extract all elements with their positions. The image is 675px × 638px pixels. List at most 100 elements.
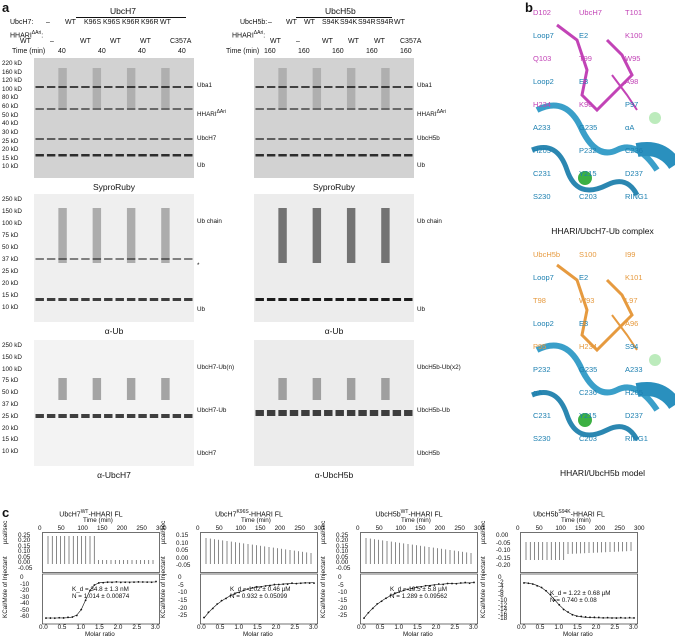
residue-label: Q103 [533,54,551,63]
itc-data-point [291,582,293,584]
itc-data-point [620,617,622,619]
itc-data-point [523,582,525,584]
gel-caption: α-UbcH7 [34,470,194,480]
gel-smear [381,208,389,263]
lane-label: S94K [340,19,357,27]
gel-band [161,154,169,157]
gel-band [104,298,112,301]
itc-data-point [98,582,100,584]
gel-band [313,298,321,301]
itc-xtick: 3.0 [309,624,318,631]
itc-frame [521,533,638,573]
itc-xtick: 0.0 [357,624,366,631]
gel-band [370,154,378,157]
gel-band [173,108,181,110]
residue-label: RING1 [625,192,648,201]
gel-band [313,410,321,416]
time-value: 160 [366,48,378,56]
residue-label: P232 [533,365,551,374]
residue-label: T101 [625,8,642,17]
itc-top-tick: 150 [415,525,426,532]
itc-data-point [585,616,587,618]
itc-data-point [558,604,560,606]
itc-xtick: 0.5 [58,624,67,631]
itc-top-tick: 100 [235,525,246,532]
gel-band [404,298,412,301]
lane-label: K96S [103,19,120,27]
gel-band [36,414,44,418]
gel-band [138,108,146,110]
gel-band [347,138,355,140]
gel-band [150,154,158,157]
mw-marker: 10 kD [2,304,18,311]
gel-band [58,154,66,157]
gel-band [138,414,146,418]
itc-data-point [155,581,157,583]
residue-label: P95 [533,342,546,351]
itc-data-point [381,600,383,602]
residue-label: UbcH7 [579,8,602,17]
itc-data-point [76,615,78,617]
itc-xtick: 2.5 [610,624,619,631]
gel-band [290,86,298,88]
band-label: Ub [417,162,425,169]
residue-label: Y215 [579,411,597,420]
gel-band [313,138,321,140]
residue-label: H234 [579,342,597,351]
gel-band [127,108,135,110]
itc-kd: K_d = 19.5 ± 5.8 µM [390,586,447,593]
gel-band [47,414,55,418]
itc-xtick: 3.0 [629,624,638,631]
gel-band [324,154,332,157]
time-value: 160 [400,48,412,56]
mw-marker: 100 kD [2,220,22,227]
itc-kd: K_d = 34.8 ± 1.3 nM [72,586,129,593]
residue-label: L97 [625,296,638,305]
gel-smear [313,378,321,400]
itc-data-point [589,616,591,618]
mw-marker: 25 kD [2,138,18,145]
gel-smear [93,208,101,263]
gel-band [290,154,298,157]
gel-band [70,138,78,140]
mw-marker: 20 kD [2,425,18,432]
gel-band [313,154,321,157]
band-label: Ub chain [197,218,222,225]
gel-band [127,154,135,157]
header-ubch5b: UbcH5b [325,6,356,16]
itc-xtick: 2.0 [432,624,441,631]
panel-a-gels [0,58,520,498]
gel-band [127,298,135,301]
blot-ub-right [254,194,414,322]
gel-band [70,258,78,260]
gel-band [47,258,55,260]
structure-top [532,25,675,195]
gel-band [301,138,309,140]
gel-band [347,154,355,157]
gel-band [336,298,344,301]
lane-label: WT [270,38,281,46]
blot-ub-left [34,194,194,322]
residue-label: E2 [579,31,588,40]
lane-label: WT [304,19,315,27]
gel-band [93,108,101,110]
gel-band [36,86,44,88]
gel-band [93,298,101,301]
gel-band [324,86,332,88]
gel-band [336,154,344,157]
gel-smear [127,378,135,400]
itc-data-point [607,617,609,619]
itc-ytick: 0.00 [176,555,188,562]
itc-ytick: -0.05 [18,565,32,572]
itc-data-point [372,608,374,610]
itc-plot: UbcH5bS94K-HHARI FL Time (min) 0 50 100 150 20… [480,508,643,638]
itc-data-point [142,581,144,583]
lane-label: WT [394,19,405,27]
gel-band [58,138,66,140]
itc-top-tick: 50 [58,525,65,532]
itc-data-point [385,597,387,599]
gel-band [184,414,192,418]
itc-data-point [469,582,471,584]
residue-label: C231 [533,169,551,178]
gel-band [70,298,78,301]
